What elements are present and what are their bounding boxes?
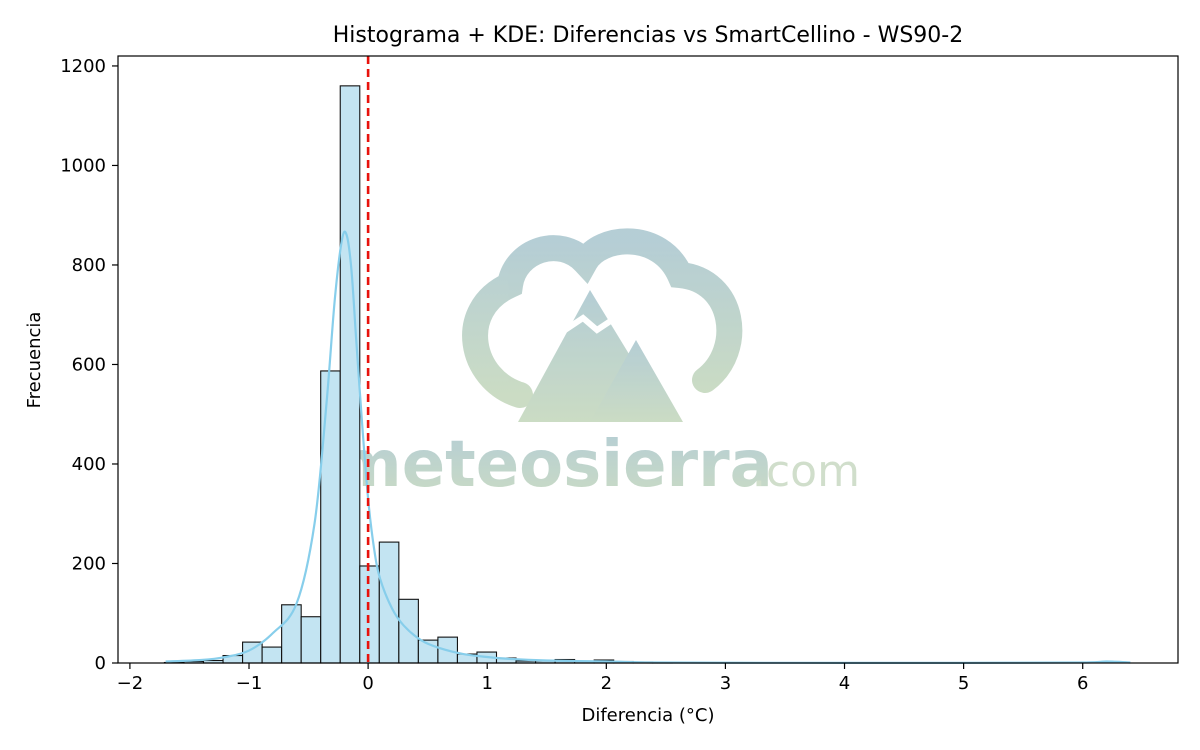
histogram-bar (261, 646, 283, 664)
x-tick-label: 3 (720, 673, 731, 694)
y-tick-label: 0 (95, 653, 106, 674)
x-tick-label: −1 (236, 673, 263, 694)
y-tick-label: 1000 (60, 155, 106, 176)
plot-frame (117, 55, 1179, 664)
cloud-mountain-icon (462, 228, 743, 422)
x-tick-label: 6 (1077, 673, 1088, 694)
x-tick-label: 2 (601, 673, 612, 694)
x-tick-label: 4 (839, 673, 850, 694)
watermark-brand-suffix: .com (752, 446, 860, 497)
histogram-bar (320, 370, 341, 664)
chart-title: Histograma + KDE: Diferencias vs SmartCe… (333, 23, 963, 48)
y-tick-label: 800 (72, 255, 106, 276)
y-tick-label: 200 (72, 553, 106, 574)
y-axis-label: Frecuencia (24, 312, 45, 409)
x-axis-label: Diferencia (°C) (581, 705, 714, 726)
x-tick-label: 0 (362, 673, 373, 694)
y-tick-label: 1200 (60, 56, 106, 77)
x-tick-label: −2 (117, 673, 144, 694)
x-tick-label: 5 (958, 673, 969, 694)
histogram-bar (339, 85, 361, 664)
watermark-logo: meteosierra .com (335, 228, 860, 502)
watermark-brand-main: meteosierra (335, 428, 773, 502)
y-tick-label: 600 (72, 354, 106, 375)
histogram-bar (300, 616, 322, 664)
histogram-bar (359, 565, 380, 664)
x-axis-ticks: −2 −1 0 1 2 3 4 5 6 (117, 663, 1088, 694)
x-tick-label: 1 (481, 673, 492, 694)
y-tick-label: 400 (72, 454, 106, 475)
y-axis-ticks: 0 200 400 600 800 1000 1200 (60, 56, 118, 674)
